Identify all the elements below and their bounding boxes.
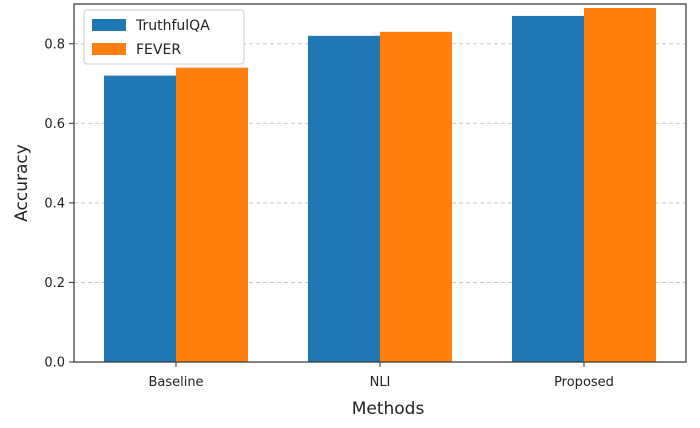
y-tick-label: 0.0 [44, 356, 65, 371]
y-axis-label: Accuracy [12, 144, 32, 222]
bar-fever-baseline [176, 67, 248, 363]
y-tick-label: 0.6 [44, 117, 65, 132]
bar-truthfulqa-baseline [104, 75, 176, 362]
legend: TruthfulQA FEVER [83, 9, 245, 65]
bar-truthfulqa-proposed [512, 15, 584, 363]
legend-label: TruthfulQA [135, 18, 210, 34]
bar-truthfulqa-nli [308, 35, 380, 362]
x-tick-label: NLI [370, 375, 391, 390]
x-axis-label: Methods [352, 399, 425, 419]
legend-label: FEVER [136, 42, 181, 58]
bar-fever-nli [380, 31, 452, 362]
x-axis: Baseline NLI Proposed [148, 362, 614, 390]
y-tick-label: 0.4 [44, 196, 65, 211]
bar-fever-proposed [584, 7, 656, 362]
x-tick-label: Proposed [554, 375, 614, 390]
y-tick-label: 0.8 [44, 37, 65, 52]
y-tick-label: 0.2 [44, 276, 65, 291]
y-axis: 0.0 0.2 0.4 0.6 0.8 [44, 37, 74, 371]
bars [104, 7, 656, 363]
legend-swatch [92, 43, 126, 55]
x-tick-label: Baseline [148, 375, 203, 390]
legend-swatch [92, 19, 126, 31]
